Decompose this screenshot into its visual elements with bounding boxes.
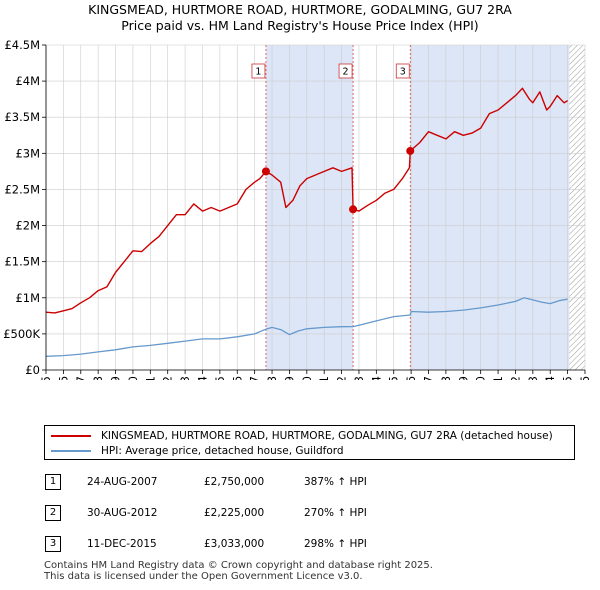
x-tick-label: 2010: [300, 376, 314, 380]
x-tick-label: 1999: [109, 376, 123, 380]
x-tick-label: 2014: [369, 376, 383, 380]
legend-label-property: KINGSMEAD, HURTMORE ROAD, HURTMORE, GODA…: [101, 430, 553, 442]
sale-number: 2: [45, 505, 61, 521]
y-tick-label: £3.5M: [4, 110, 40, 124]
x-tick-label: 2012: [335, 376, 349, 380]
sale-marker-point: [406, 146, 415, 155]
y-tick-label: £4.5M: [4, 38, 40, 52]
x-tick-label: 2008: [265, 376, 279, 380]
sale-price: £3,033,000: [204, 538, 265, 550]
legend-swatch-hpi: [51, 450, 91, 452]
x-tick-label: 2023: [526, 376, 540, 380]
x-tick-label: 2002: [161, 376, 175, 380]
sale-marker-point: [349, 205, 358, 214]
x-tick-label: 2015: [387, 376, 401, 380]
x-tick-label: 2017: [422, 376, 436, 380]
sale-row: 2 30-AUG-2012 £2,225,000 270% ↑ HPI: [44, 503, 584, 523]
x-tick-label: 2026: [578, 376, 592, 380]
sale-date: 24-AUG-2007: [87, 476, 158, 488]
x-tick-label: 2016: [404, 376, 418, 380]
price-chart: 1 2 3 £0 £500K £1M £1.5M £2M £2.5M £3M £3.5M £4M £4…: [3, 38, 592, 380]
sale-number: 1: [45, 474, 61, 490]
y-tick-label: £2.5M: [4, 182, 40, 196]
legend-swatch-property: [51, 435, 91, 437]
x-tick-label: 2003: [178, 376, 192, 380]
legend: KINGSMEAD, HURTMORE ROAD, HURTMORE, GODA…: [44, 425, 575, 460]
sale-row: 3 11-DEC-2015 £3,033,000 298% ↑ HPI: [44, 534, 584, 554]
sale-marker-label: 3: [400, 67, 406, 78]
sale-hpi: 270% ↑ HPI: [304, 507, 367, 519]
x-tick-label: 2018: [439, 376, 453, 380]
sale-marker-box: [338, 63, 353, 79]
sale-marker-box: [251, 63, 266, 79]
y-tick-label: £0: [25, 363, 40, 377]
shaded-periods: [46, 45, 585, 370]
x-tick-label: 2005: [213, 376, 227, 380]
sale-marker-box: [395, 63, 410, 79]
y-tick-label: £500K: [3, 327, 40, 341]
grid-lines: [45, 44, 586, 371]
legend-label-hpi: HPI: Average price, detached house, Guil…: [101, 445, 344, 457]
y-tick-label: £1M: [15, 291, 40, 305]
y-tick-label: £1.5M: [4, 255, 40, 269]
x-tick-label: 2022: [508, 376, 522, 380]
sale-hpi: 298% ↑ HPI: [304, 538, 367, 550]
x-tick-label: 1996: [56, 376, 70, 380]
sale-marker-point: [261, 167, 270, 176]
x-tick-label: 2021: [491, 376, 505, 380]
x-tick-label: 2013: [352, 376, 366, 380]
axes: £0 £500K £1M £1.5M £2M £2.5M £3M £3.5M £4M £4.5M 1…: [3, 38, 592, 380]
x-tick-label: 2001: [143, 376, 157, 380]
x-tick-label: 2007: [248, 376, 262, 380]
shaded-period: [265, 45, 354, 370]
sale-marker-label: 2: [343, 67, 349, 78]
x-tick-label: 2006: [230, 376, 244, 380]
sale-price: £2,750,000: [204, 476, 265, 488]
x-tick-label: 1995: [39, 376, 53, 380]
chart-subtitle: Price paid vs. HM Land Registry's House …: [121, 18, 479, 33]
x-tick-label: 2011: [317, 376, 331, 380]
x-tick-label: 1998: [91, 376, 105, 380]
hpi-line: [45, 297, 568, 357]
x-tick-label: 2004: [195, 376, 209, 380]
sale-hpi: 387% ↑ HPI: [304, 476, 367, 488]
sale-marker-label: 1: [255, 67, 261, 78]
chart-title: KINGSMEAD, HURTMORE ROAD, HURTMORE, GODA…: [88, 2, 512, 17]
shaded-period: [410, 45, 570, 370]
footer-line-2: This data is licensed under the Open Gov…: [44, 571, 363, 582]
property-price-line: [45, 87, 568, 314]
x-tick-label: 2020: [474, 376, 488, 380]
x-tick-label: 2025: [561, 376, 575, 380]
sale-number: 3: [45, 536, 61, 552]
sale-row: 1 24-AUG-2007 £2,750,000 387% ↑ HPI: [44, 472, 584, 492]
sale-price: £2,225,000: [204, 507, 265, 519]
y-tick-label: £4M: [15, 74, 40, 88]
sale-date: 11-DEC-2015: [87, 538, 157, 550]
x-tick-label: 2024: [543, 376, 557, 380]
x-tick-label: 2000: [126, 376, 140, 380]
y-tick-label: £2M: [15, 219, 40, 233]
footer-line-1: Contains HM Land Registry data © Crown c…: [44, 560, 433, 571]
y-tick-label: £3M: [15, 146, 40, 160]
sale-date: 30-AUG-2012: [87, 507, 158, 519]
sale-markers: 1 2 3: [251, 63, 415, 214]
projection-hatch: [569, 45, 585, 370]
x-tick-label: 1997: [74, 376, 88, 380]
series-lines: [45, 87, 568, 357]
footer: Contains HM Land Registry data © Crown c…: [44, 560, 433, 582]
x-tick-label: 2009: [282, 376, 296, 380]
x-tick-label: 2019: [456, 376, 470, 380]
